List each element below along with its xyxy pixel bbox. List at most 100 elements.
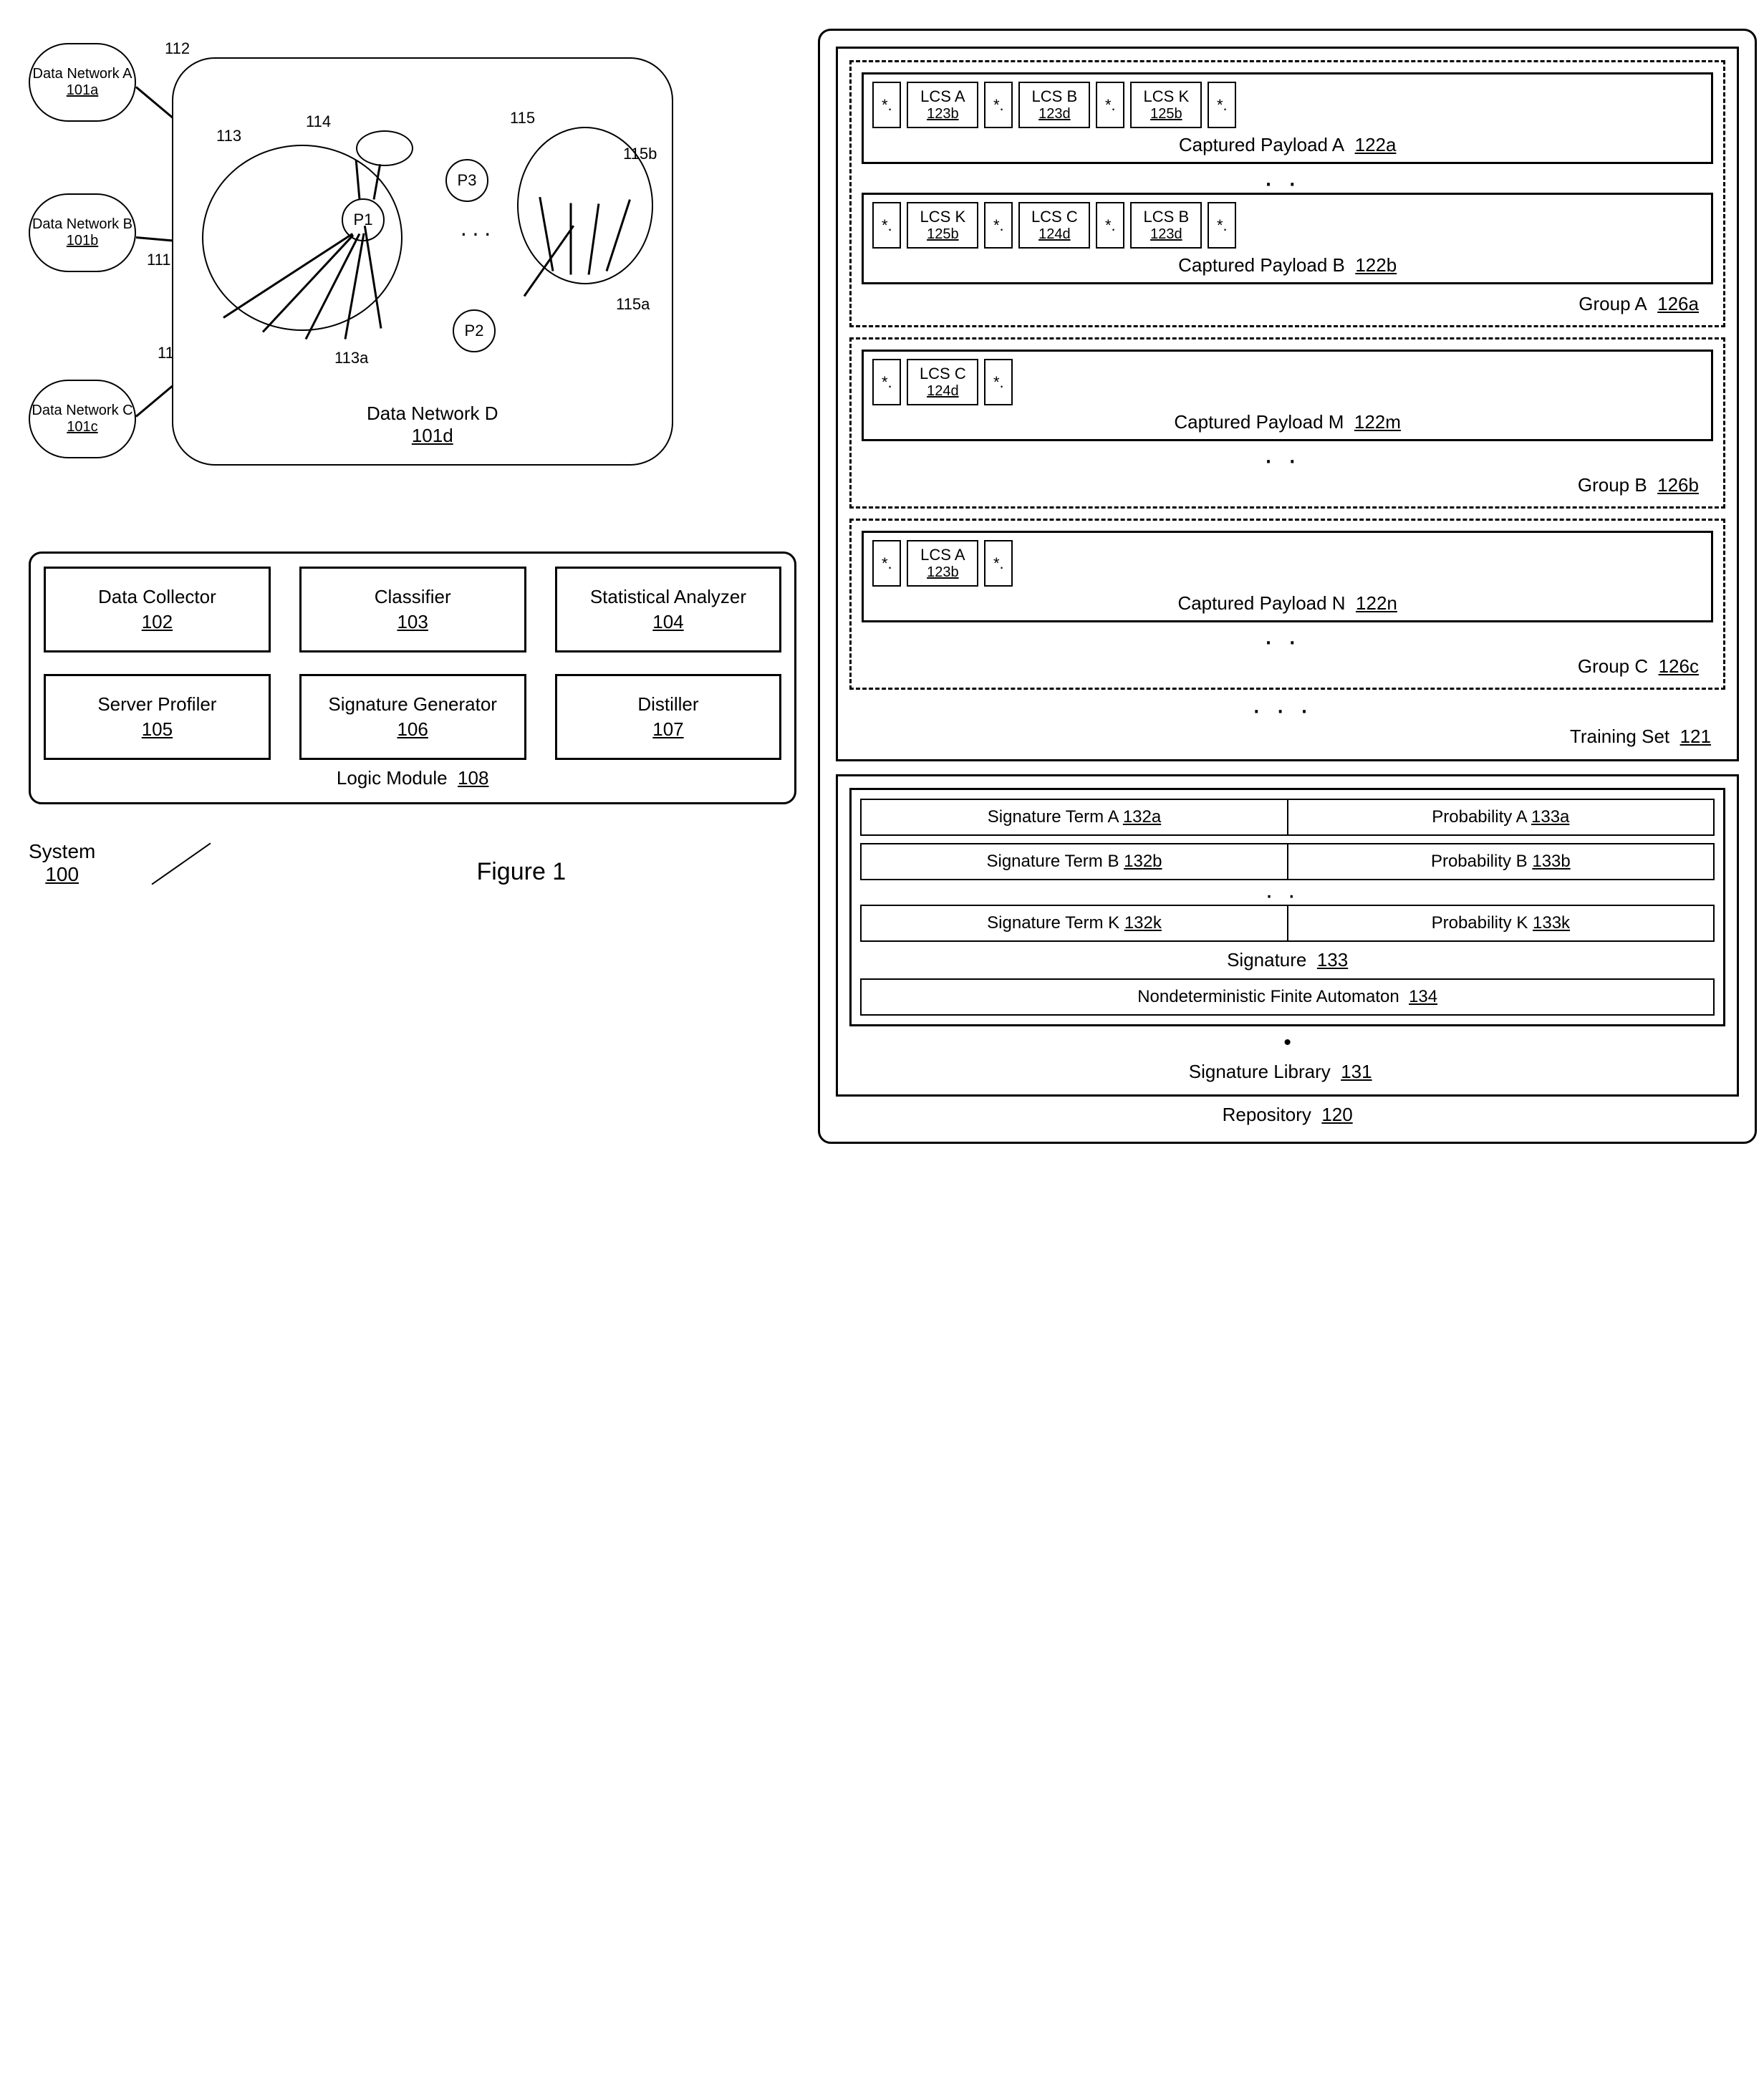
- network-d-label-wrap: Data Network D 101d: [367, 403, 498, 447]
- page-root: Data Network A 101a Data Network B 101b …: [29, 29, 1735, 1144]
- lcs-cell: *.: [1208, 82, 1236, 128]
- module-signature-generator: Signature Generator 106: [299, 674, 526, 760]
- node-p3: P3: [445, 159, 488, 202]
- training-set-box: *.LCS A123b*.LCS B123d*.LCS K125b*. Capt…: [836, 47, 1739, 761]
- lcs-cell: *.: [1208, 202, 1236, 249]
- logic-grid: Data Collector 102 Classifier 103 Statis…: [44, 567, 781, 760]
- signature-box: Signature Term A 132a Probability A 133a…: [849, 788, 1725, 1026]
- lcs-cell: LCS A123b: [907, 82, 978, 128]
- repository-title: Repository 120: [836, 1104, 1739, 1126]
- sig-pair-k: Signature Term K 132k Probability K 133k: [860, 905, 1715, 942]
- repository-box: *.LCS A123b*.LCS B123d*.LCS K125b*. Capt…: [818, 29, 1757, 1144]
- group-a-title: Group A 126a: [862, 293, 1713, 315]
- figure-caption: Figure 1: [246, 858, 796, 886]
- sig-term-b: Signature Term B 132b: [862, 844, 1288, 879]
- signature-library-title: Signature Library 131: [849, 1061, 1725, 1083]
- training-set-title: Training Set 121: [849, 726, 1725, 748]
- payload-a-row: *.LCS A123b*.LCS B123d*.LCS K125b*.: [872, 82, 1702, 128]
- sig-term-a: Signature Term A 132a: [862, 800, 1288, 834]
- fan115-2: [570, 203, 572, 275]
- lcs-cell: LCS B123d: [1130, 202, 1202, 249]
- group-a-dots: ··: [862, 173, 1713, 193]
- lcs-cell: LCS C124d: [907, 359, 978, 405]
- ref-113a: 113a: [334, 349, 368, 367]
- cloud-network-d: 113 P1 113a 114 P3: [172, 57, 673, 466]
- siglib-dot: •: [849, 1031, 1725, 1055]
- bottom-labels: System 100 Figure 1: [29, 826, 796, 886]
- lcs-cell: *.: [872, 540, 901, 587]
- network-a-ref: 101a: [67, 82, 99, 99]
- left-column: Data Network A 101a Data Network B 101b …: [29, 29, 796, 1144]
- logic-module-box: Data Collector 102 Classifier 103 Statis…: [29, 552, 796, 804]
- sig-term-k: Signature Term K 132k: [862, 906, 1288, 940]
- lcs-cell: *.: [984, 359, 1013, 405]
- cloud-network-b: Data Network B 101b: [29, 193, 136, 272]
- signature-library-box: Signature Term A 132a Probability A 133a…: [836, 774, 1739, 1097]
- group-c-title: Group C 126c: [862, 655, 1713, 678]
- lcs-cell: LCS K125b: [1130, 82, 1202, 128]
- payload-b-title: Captured Payload B 122b: [872, 254, 1702, 276]
- payload-m-row: *.LCS C124d*.: [872, 359, 1702, 405]
- module-data-collector: Data Collector 102: [44, 567, 271, 652]
- network-a-label: Data Network A: [33, 66, 132, 82]
- module-statistical-analyzer: Statistical Analyzer 104: [555, 567, 782, 652]
- lcs-cell: *.: [872, 359, 901, 405]
- lcs-cell: *.: [984, 82, 1013, 128]
- ref-115: 115: [510, 109, 535, 127]
- sig-prob-k: Probability K 133k: [1288, 906, 1713, 940]
- signature-title: Signature 133: [860, 949, 1715, 971]
- lcs-cell: *.: [872, 82, 901, 128]
- payload-a-title: Captured Payload A 122a: [872, 134, 1702, 156]
- lcs-cell: *.: [984, 202, 1013, 249]
- system-label: System 100: [29, 840, 95, 886]
- ref-111: 111: [147, 251, 170, 269]
- lcs-cell: LCS A123b: [907, 540, 978, 587]
- dots-p: ···: [460, 220, 496, 246]
- system-arrow-icon: [152, 843, 211, 885]
- sig-pair-a: Signature Term A 132a Probability A 133a: [860, 799, 1715, 836]
- ref-114: 114: [306, 112, 331, 131]
- logic-module-title: Logic Module 108: [44, 767, 781, 789]
- right-column: *.LCS A123b*.LCS B123d*.LCS K125b*. Capt…: [818, 29, 1757, 1144]
- sig-dots: ··: [860, 887, 1715, 905]
- lcs-cell: *.: [1096, 202, 1124, 249]
- group-b: *.LCS C124d*. Captured Payload M 122m ··…: [849, 337, 1725, 509]
- group-c-dots: ··: [862, 631, 1713, 651]
- lcs-cell: *.: [1096, 82, 1124, 128]
- network-b-ref: 101b: [67, 233, 99, 249]
- payload-m-title: Captured Payload M 122m: [872, 411, 1702, 433]
- payload-n-title: Captured Payload N 122n: [872, 592, 1702, 615]
- group-b-title: Group B 126b: [862, 474, 1713, 496]
- group-b-dots: ··: [862, 450, 1713, 470]
- ref-112: 112: [165, 39, 190, 58]
- lcs-cell: *.: [984, 540, 1013, 587]
- cloud-network-c: Data Network C 101c: [29, 380, 136, 458]
- module-distiller: Distiller 107: [555, 674, 782, 760]
- network-c-label: Data Network C: [32, 403, 132, 419]
- training-set-dots: ···: [849, 700, 1725, 720]
- group-c: *.LCS A123b*. Captured Payload N 122n ··…: [849, 519, 1725, 690]
- ref-115b: 115b: [623, 145, 657, 163]
- payload-n: *.LCS A123b*. Captured Payload N 122n: [862, 531, 1713, 622]
- module-classifier: Classifier 103: [299, 567, 526, 652]
- module-server-profiler: Server Profiler 105: [44, 674, 271, 760]
- lcs-cell: *.: [872, 202, 901, 249]
- lcs-cell: LCS B123d: [1018, 82, 1090, 128]
- ref-113: 113: [216, 127, 241, 145]
- payload-n-row: *.LCS A123b*.: [872, 540, 1702, 587]
- cloud-network-a: Data Network A 101a: [29, 43, 136, 122]
- payload-b-row: *.LCS K125b*.LCS C124d*.LCS B123d*.: [872, 202, 1702, 249]
- payload-b: *.LCS K125b*.LCS C124d*.LCS B123d*. Capt…: [862, 193, 1713, 284]
- network-c-ref: 101c: [67, 419, 97, 435]
- nfa-box: Nondeterministic Finite Automaton 134: [860, 978, 1715, 1016]
- cloud-d-inner: 113 P1 113a 114 P3: [173, 59, 672, 464]
- sig-pair-b: Signature Term B 132b Probability B 133b: [860, 843, 1715, 880]
- group-a: *.LCS A123b*.LCS B123d*.LCS K125b*. Capt…: [849, 60, 1725, 327]
- ref-115a: 115a: [616, 295, 650, 314]
- sig-prob-b: Probability B 133b: [1288, 844, 1713, 879]
- sig-prob-a: Probability A 133a: [1288, 800, 1713, 834]
- ellipse-114: [356, 130, 413, 166]
- network-b-label: Data Network B: [32, 216, 132, 233]
- node-p2: P2: [453, 309, 496, 352]
- payload-m: *.LCS C124d*. Captured Payload M 122m: [862, 350, 1713, 441]
